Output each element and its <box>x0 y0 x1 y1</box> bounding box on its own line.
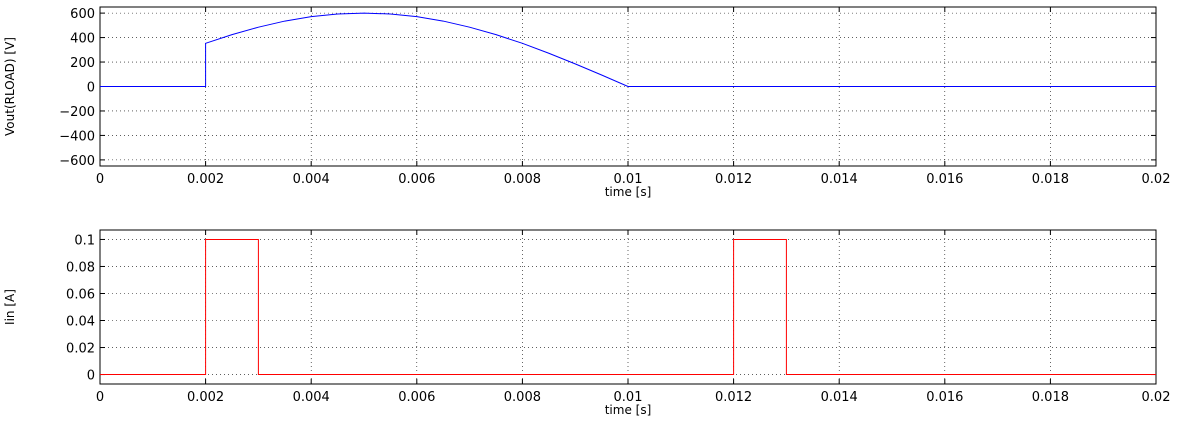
vout-y-tick-label: 400 <box>70 32 95 47</box>
iin-y-tick-label: 0.06 <box>66 287 95 302</box>
vout-grid <box>100 7 1156 166</box>
iin-x-tick-label: 0.014 <box>821 390 858 405</box>
iin-x-tick-label: 0.02 <box>1142 390 1171 405</box>
vout-x-tick-label: 0.016 <box>926 172 963 187</box>
iin-x-axis-label: time [s] <box>605 403 652 417</box>
vout-x-tick-label: 0.006 <box>398 172 435 187</box>
iin-subplot: 0 0.002 0.004 0.006 0.008 0.01 0.012 0.014 0.016… <box>3 229 1170 417</box>
iin-y-tick-label: 0 <box>87 369 95 384</box>
iin-x-tick-label: 0.018 <box>1032 390 1069 405</box>
iin-x-tick-label: 0.002 <box>187 390 224 405</box>
iin-y-tick-label: 0.08 <box>66 260 95 275</box>
vout-series-line <box>100 12 1156 87</box>
iin-y-tick-label: 0.1 <box>74 233 95 248</box>
vout-x-tick-label: 0.002 <box>187 172 224 187</box>
vout-x-tick-label: 0.01 <box>614 172 643 187</box>
vout-ticks: 0 0.002 0.004 0.006 0.008 0.01 0.012 0.014 0.016… <box>59 7 1170 187</box>
vout-x-tick-label: 0.004 <box>293 172 330 187</box>
vout-y-tick-label: −200 <box>59 105 95 120</box>
iin-x-tick-label: 0.01 <box>614 390 643 405</box>
vout-y-tick-label: 200 <box>70 56 95 71</box>
vout-y-tick-label: −600 <box>59 154 95 169</box>
iin-y-axis-label: Iin [A] <box>3 289 17 325</box>
vout-x-axis-label: time [s] <box>605 185 652 199</box>
iin-x-tick-label: 0.008 <box>504 390 541 405</box>
vout-x-tick-label: 0.008 <box>504 172 541 187</box>
vout-y-axis-label: Vout(RLOAD) [V] <box>3 37 17 136</box>
iin-x-tick-label: 0.016 <box>926 390 963 405</box>
vout-x-tick-label: 0 <box>96 172 104 187</box>
vout-y-tick-label: 0 <box>87 81 95 96</box>
iin-y-tick-label: 0.02 <box>66 342 95 357</box>
vout-x-tick-label: 0.012 <box>715 172 752 187</box>
iin-x-tick-label: 0.006 <box>398 390 435 405</box>
vout-y-tick-label: 600 <box>70 7 95 22</box>
vout-x-tick-label: 0.018 <box>1032 172 1069 187</box>
iin-x-tick-label: 0.004 <box>293 390 330 405</box>
iin-y-tick-label: 0.04 <box>66 315 95 330</box>
vout-x-tick-label: 0.02 <box>1142 172 1171 187</box>
iin-series-line <box>100 238 1156 376</box>
iin-x-tick-label: 0 <box>96 390 104 405</box>
vout-y-tick-label: −400 <box>59 129 95 144</box>
iin-x-tick-label: 0.012 <box>715 390 752 405</box>
vout-x-tick-label: 0.014 <box>821 172 858 187</box>
iin-ticks: 0 0.002 0.004 0.006 0.008 0.01 0.012 0.014 0.016… <box>66 230 1170 405</box>
vout-subplot: 0 0.002 0.004 0.006 0.008 0.01 0.012 0.014 0.016… <box>3 6 1170 199</box>
